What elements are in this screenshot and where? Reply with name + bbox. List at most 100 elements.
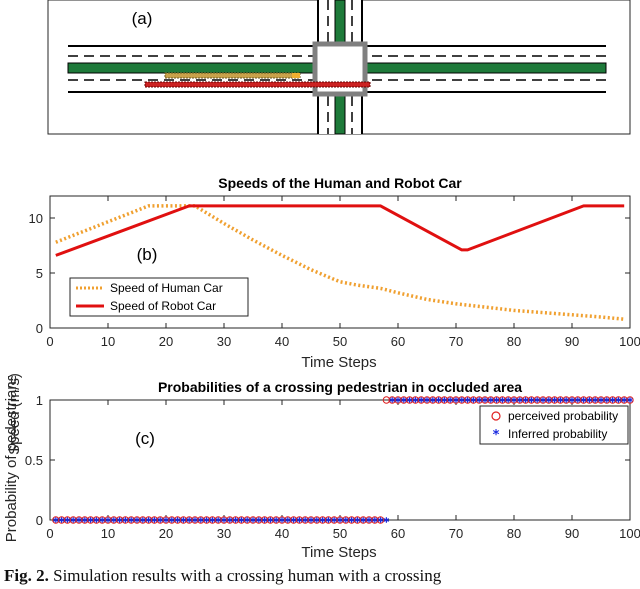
inferred-probability-point [464,397,471,403]
perceived-probability-point [75,516,83,524]
perceived-probability-point [144,516,153,524]
inferred-probability-point [476,397,482,403]
inferred-probability-point [261,517,268,523]
inferred-probability-point [430,397,436,403]
perceived-probability-point [208,516,217,524]
probability-x-tick-label: 20 [159,526,173,541]
perceived-probability-point [394,396,402,404]
perceived-probability-point [504,396,512,404]
perceived-probability-point [527,396,536,404]
perceived-probability-point [603,396,611,404]
probability-y-tick-label: 1 [36,393,43,408]
speed-x-tick-label: 90 [565,334,579,349]
legend-label-robot: Speed of Robot Car [110,299,216,313]
human-car-speed-line [55,204,625,321]
inferred-probability-point [424,397,430,403]
perceived-probability-point [98,516,106,524]
panel-label-b: (b) [137,245,158,264]
inferred-probability-point [592,397,598,403]
perceived-probability-point [260,516,269,524]
speed-legend-box [69,277,249,317]
inferred-probability-point [586,397,593,403]
speed-x-tick-label: 0 [46,334,53,349]
perceived-probability-point [533,396,541,404]
perceived-probability-point [214,516,222,524]
inferred-probability-point [99,517,105,523]
perceived-probability-point [365,516,373,524]
perceived-probability-point [185,516,193,524]
speed-y-tick-label: 5 [36,266,43,281]
probability-x-tick-label: 10 [101,526,115,541]
inferred-probability-point [221,517,227,523]
inferred-probability-point [522,397,529,403]
perceived-probability-point [568,396,576,404]
inferred-probability-point [273,517,279,523]
inferred-probability-point [505,397,511,403]
probability-legend-box [479,405,629,445]
speed-chart-title: Speeds of the Human and Robot Car [218,175,462,191]
inferred-probability-point [348,517,355,523]
perceived-probability-point [266,516,275,524]
probability-y-tick-label: 0.5 [25,453,43,468]
inferred-probability-point [169,517,175,523]
probability-x-tick-label: 40 [275,526,289,541]
probability-x-tick-label: 100 [619,526,640,541]
perceived-probability-point [307,516,315,524]
probability-legend: perceived probability * Inferred probabi… [479,405,629,445]
inferred-probability-point [343,517,349,523]
perceived-probability-point [597,396,605,404]
perceived-probability-point [324,516,333,524]
legend-marker-inferred: * [493,428,500,443]
inferred-probability-point [470,397,477,403]
perceived-probability-point [278,516,286,524]
inferred-probability-point [308,517,314,523]
perceived-probability-point [556,396,565,404]
perceived-probability-point [150,516,159,524]
inferred-probability-point [64,517,71,523]
speed-x-tick-label: 30 [217,334,231,349]
perceived-probability-point [191,516,199,524]
perceived-probability-point [313,516,321,524]
perceived-probability-point [104,516,112,524]
perceived-probability-point [608,396,617,404]
perceived-probability-point [562,396,570,404]
perceived-probability-point [121,516,130,524]
inferred-probability-point [232,517,239,523]
inferred-probability-point [517,397,523,403]
speed-x-tick-label: 10 [101,334,115,349]
inferred-probability-point [528,397,535,403]
probability-x-tick-label: 30 [217,526,231,541]
speed-y-tick-label: 10 [29,211,43,226]
inferred-probability-point [87,517,94,523]
perceived-probability-point [69,516,77,524]
inferred-probability-point [198,517,204,523]
perceived-probability-point [168,516,176,524]
inferred-probability-point [511,397,517,403]
speed-y-axis-label: Speed (m/s) [6,373,23,455]
vertical-median-top [334,0,346,45]
speed-chart: 0 10 20 30 40 50 60 70 80 90 100 0 5 10 Speeds of the… [6,175,640,455]
probability-chart-title: Probabilities of a crossing pedestrian i… [158,379,522,395]
inferred-probability-point [116,517,123,523]
inferred-probability-point [453,397,459,403]
speed-x-tick-label: 40 [275,334,289,349]
perceived-probability-point [579,396,588,404]
perceived-probability-point [127,516,135,524]
perceived-probability-point [162,516,170,524]
inferred-probability-point [267,517,274,523]
perceived-probability-point [550,396,559,404]
perceived-probability-point [521,396,530,404]
human-car [164,72,301,79]
perceived-probability-point [237,516,246,524]
inferred-probability-point [395,397,401,403]
perceived-probability-point [400,396,408,404]
inferred-probability-point [366,517,372,523]
inferred-probability-point [569,397,575,403]
panel-label-c: (c) [135,429,155,448]
perceived-probability-point [492,396,501,404]
speed-legend: Speed of Human Car Speed of Robot Car [69,277,249,317]
inferred-probability-point [441,397,448,403]
perceived-probability-point [469,396,478,404]
perceived-probability-point [243,516,251,524]
perceived-probability-point [57,516,66,524]
